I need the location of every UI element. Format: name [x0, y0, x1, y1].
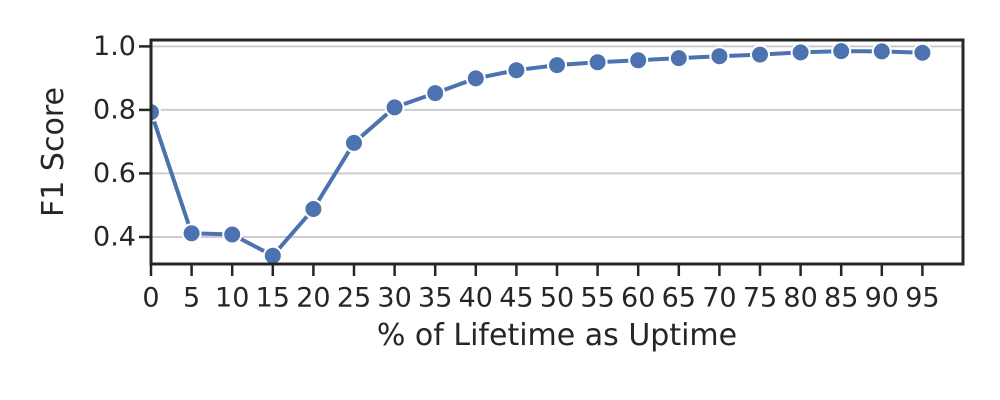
y-tick-label: 0.6	[93, 158, 136, 189]
data-point-marker	[222, 224, 243, 245]
x-tick-label: 5	[183, 283, 200, 314]
y-axis-title: F1 Score	[36, 87, 71, 217]
data-point-marker	[912, 42, 933, 63]
x-tick-label: 45	[499, 283, 533, 314]
x-tick-label: 50	[540, 283, 574, 314]
y-tick-label: 0.8	[93, 94, 136, 125]
x-tick-label: 80	[783, 283, 817, 314]
data-point-marker	[425, 83, 446, 104]
data-point-marker	[465, 68, 486, 89]
x-tick-label: 10	[215, 283, 249, 314]
data-point-marker	[831, 41, 852, 62]
data-point-marker	[262, 245, 283, 264]
data-point-marker	[587, 52, 608, 73]
x-tick-label: 0	[142, 283, 159, 314]
data-point-marker	[181, 223, 202, 244]
data-point-marker	[871, 41, 892, 62]
data-point-marker	[344, 132, 364, 153]
data-point-marker	[709, 46, 730, 67]
data-point-marker	[547, 55, 567, 76]
data-point-marker	[384, 97, 405, 118]
x-tick-label: 15	[256, 283, 290, 314]
data-point-marker	[151, 102, 161, 123]
x-axis-title: % of Lifetime as Uptime	[376, 318, 738, 353]
data-point-marker	[506, 60, 527, 81]
x-tick-label: 20	[296, 283, 330, 314]
x-tick-label: 65	[662, 283, 696, 314]
x-tick-label: 55	[580, 283, 614, 314]
x-tick-label: 60	[621, 283, 655, 314]
x-tick-label: 35	[418, 283, 452, 314]
data-point-marker	[628, 50, 649, 71]
x-tick-label: 95	[905, 283, 939, 314]
data-series	[151, 41, 933, 264]
x-tick-label: 25	[337, 283, 371, 314]
x-tick-label: 70	[702, 283, 736, 314]
data-point-marker	[750, 44, 770, 65]
data-point-marker	[303, 199, 324, 219]
data-point-marker	[668, 48, 689, 69]
y-tick-label: 1.0	[93, 31, 136, 62]
data-series-line	[151, 49, 925, 258]
x-tick-label: 30	[377, 283, 411, 314]
y-tick-label: 0.4	[93, 222, 136, 253]
x-tick-label: 85	[824, 283, 858, 314]
x-tick-label: 40	[459, 283, 493, 314]
x-tick-label: 75	[743, 283, 777, 314]
data-point-marker	[790, 42, 811, 63]
x-tick-label: 90	[865, 283, 899, 314]
